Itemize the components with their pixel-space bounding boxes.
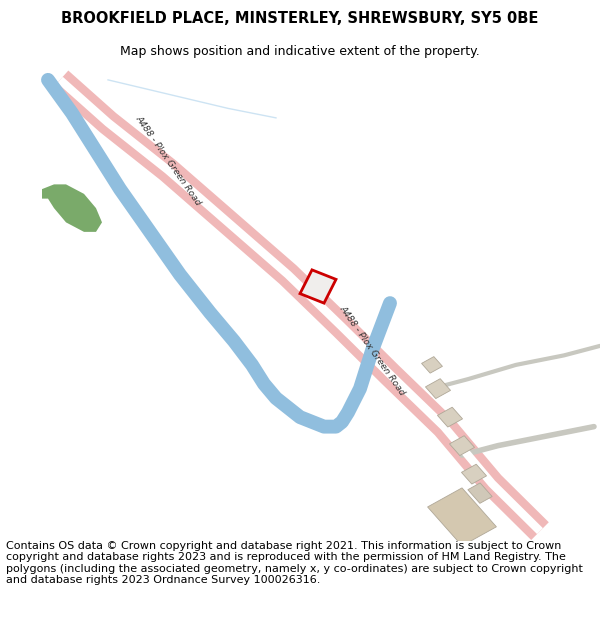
Text: Map shows position and indicative extent of the property.: Map shows position and indicative extent… xyxy=(120,45,480,58)
Text: Contains OS data © Crown copyright and database right 2021. This information is : Contains OS data © Crown copyright and d… xyxy=(6,541,583,586)
Text: A488 - Plox Green Road: A488 - Plox Green Road xyxy=(134,114,202,207)
Text: BROOKFIELD PLACE, MINSTERLEY, SHREWSBURY, SY5 0BE: BROOKFIELD PLACE, MINSTERLEY, SHREWSBURY… xyxy=(61,11,539,26)
Polygon shape xyxy=(42,184,102,232)
Polygon shape xyxy=(461,464,487,484)
Polygon shape xyxy=(437,408,463,427)
Polygon shape xyxy=(468,483,492,503)
Polygon shape xyxy=(425,379,451,399)
Polygon shape xyxy=(300,270,336,303)
Polygon shape xyxy=(428,488,496,546)
Text: A488 - Plox Green Road: A488 - Plox Green Road xyxy=(338,304,406,397)
Polygon shape xyxy=(422,357,442,373)
Polygon shape xyxy=(449,436,475,456)
